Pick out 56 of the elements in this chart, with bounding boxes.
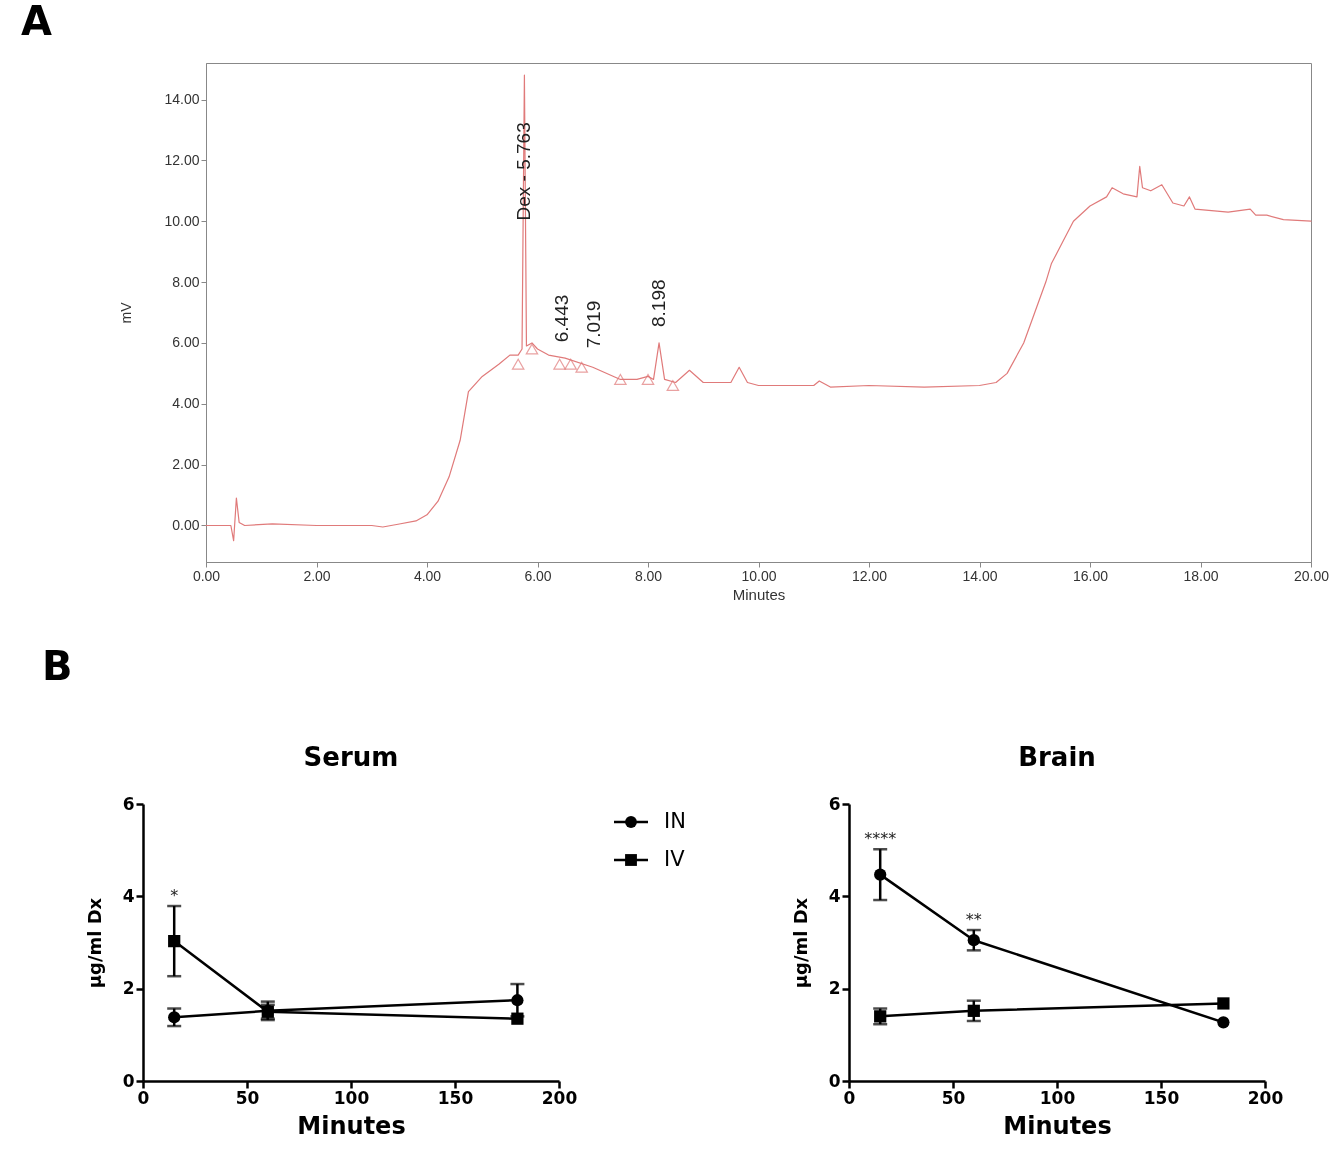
y-tick-label: 14.00 [164, 91, 200, 108]
x-tick-label: 16.00 [1072, 567, 1109, 584]
y-tick-label: 6 [122, 793, 135, 814]
x-tick-label: 14.00 [962, 567, 998, 584]
x-tick-label: 6.00 [524, 567, 552, 584]
x-tick-label: 20.00 [1293, 567, 1330, 584]
y-tick-label: 2.00 [172, 456, 200, 473]
annotation: **** [864, 829, 897, 849]
x-tick-label: 150 [437, 1087, 474, 1108]
x-tick-label: 0 [843, 1087, 856, 1108]
chart-title: Brain [1018, 742, 1096, 772]
x-axis-title: Minutes [297, 1111, 406, 1140]
y-tick-label: 6 [828, 793, 841, 814]
annotation: 8.198 [647, 279, 669, 328]
x-tick-label: 2.00 [303, 567, 331, 584]
x-tick-label: 0 [137, 1087, 150, 1108]
annotation: ** [965, 910, 982, 930]
y-tick-label: 4 [828, 885, 841, 906]
x-axis-title: Minutes [732, 585, 786, 603]
x-tick-label: 50 [235, 1087, 260, 1108]
y-tick-label: 6.00 [172, 334, 200, 351]
y-tick-label: 2 [122, 978, 135, 999]
x-tick-label: 10.00 [741, 567, 777, 584]
y-axis-title: µg/ml Dx [83, 897, 105, 989]
y-tick-label: 4.00 [172, 395, 200, 412]
y-tick-label: 4 [122, 885, 135, 906]
annotation: Dex - 5.763 [513, 122, 535, 221]
y-tick-label: 12.00 [164, 151, 200, 168]
x-tick-label: 50 [941, 1087, 966, 1108]
x-tick-label: 150 [1143, 1087, 1180, 1108]
y-tick-label: 0 [828, 1070, 841, 1091]
y-tick-label: 10.00 [164, 212, 200, 229]
x-tick-label: 8.00 [634, 567, 663, 584]
x-axis-title: Minutes [1003, 1111, 1112, 1140]
x-tick-label: 200 [1247, 1087, 1284, 1108]
annotation: * [170, 885, 179, 905]
legend-label: IN [664, 809, 686, 833]
x-tick-label: 4.00 [413, 567, 442, 584]
x-tick-label: 100 [1039, 1087, 1076, 1108]
x-tick-label: 0.00 [192, 567, 221, 584]
annotation: 7.019 [582, 300, 604, 349]
text: A [21, 0, 52, 44]
x-tick-label: 100 [333, 1087, 370, 1108]
annotation: 6.443 [550, 294, 572, 343]
y-tick-label: 8.00 [172, 273, 200, 290]
y-axis-title: µg/ml Dx [789, 897, 811, 989]
chart-title: Serum [303, 742, 399, 772]
y-tick-label: 0.00 [172, 516, 200, 533]
y-tick-label: 0 [122, 1070, 135, 1091]
y-tick-label: 2 [828, 978, 841, 999]
legend-label: IV [664, 847, 686, 871]
x-tick-label: 12.00 [851, 567, 888, 584]
x-tick-label: 200 [541, 1087, 578, 1108]
y-axis-title: mV [118, 301, 135, 324]
text: B [42, 643, 73, 689]
x-tick-label: 18.00 [1183, 567, 1219, 584]
